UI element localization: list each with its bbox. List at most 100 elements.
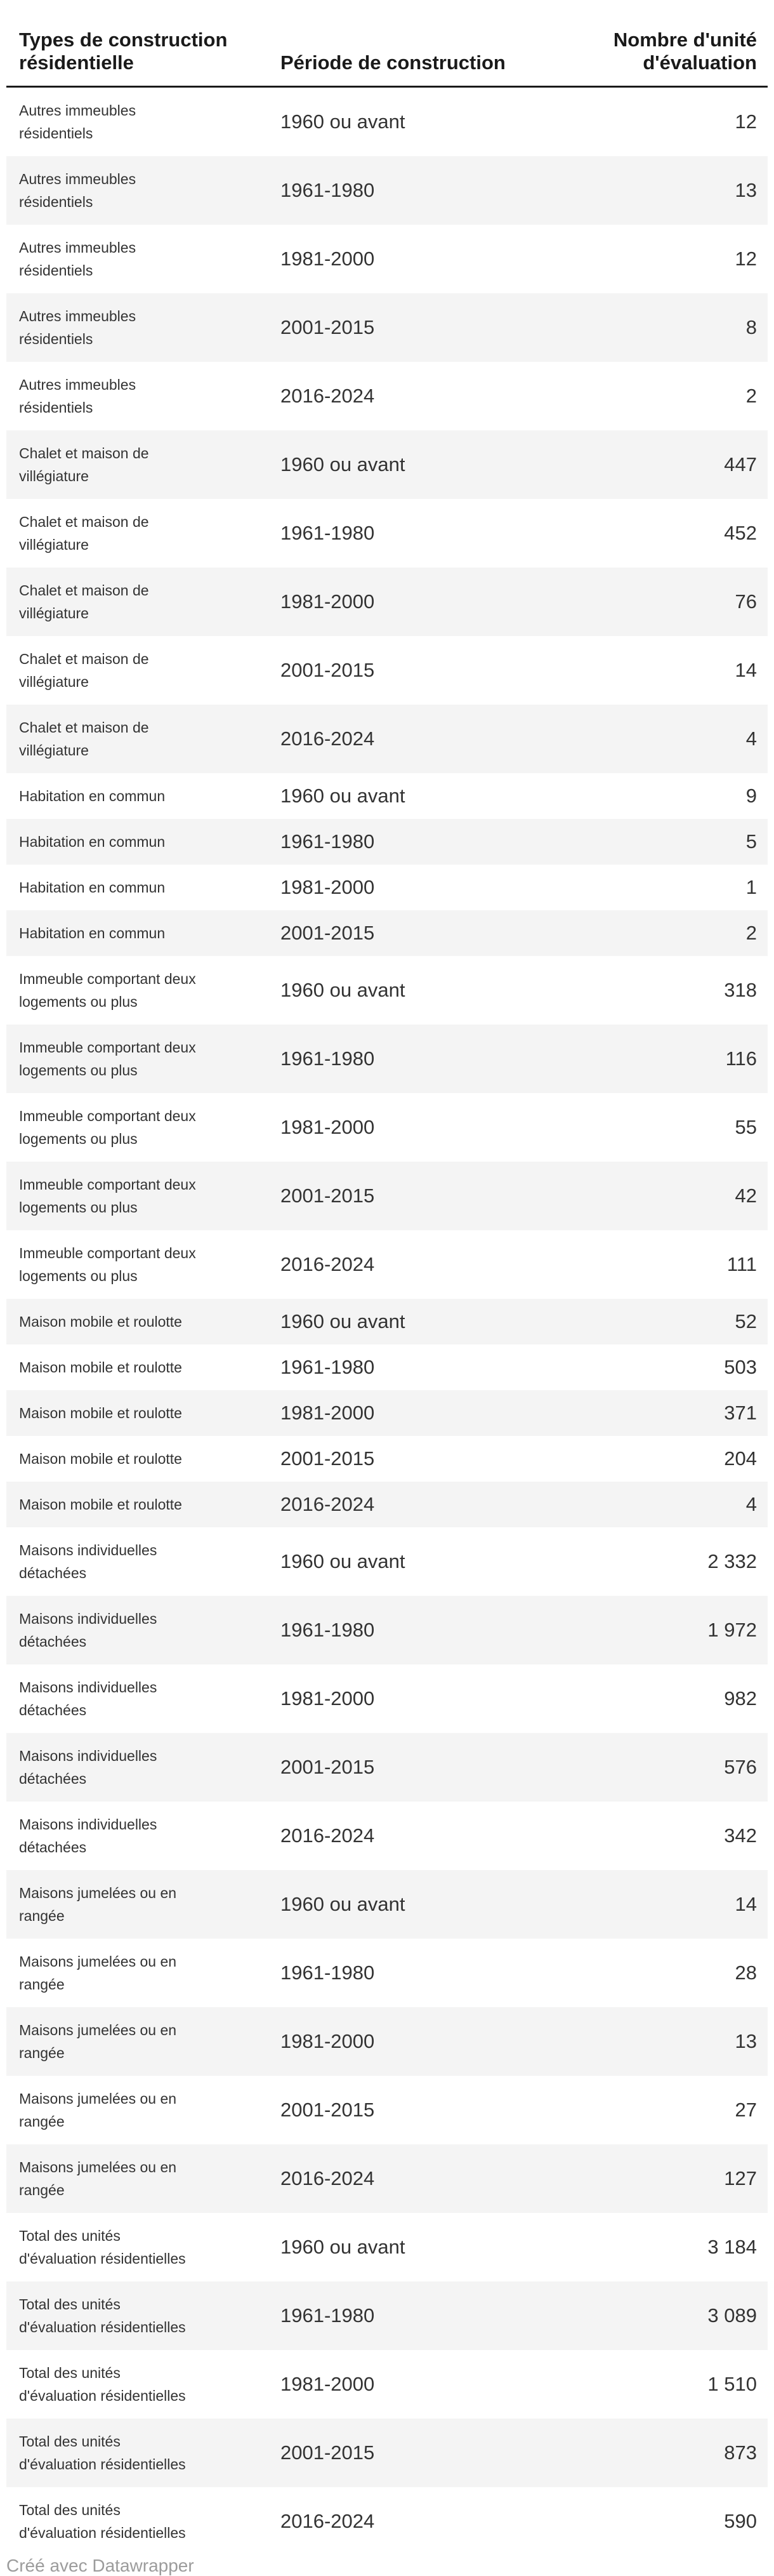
column-header-period: Période de construction [280, 51, 506, 74]
period-cell: 2001-2015 [280, 2441, 375, 2464]
type-cell: Autres immeubles résidentiels [19, 102, 136, 142]
period-cell: 1981-2000 [280, 1402, 375, 1424]
count-cell: 503 [724, 1356, 757, 1378]
count-cell: 3 089 [707, 2304, 757, 2327]
table-row: Maisons individuelles détachées 2001-2015… [6, 1733, 768, 1802]
count-cell: 447 [724, 453, 757, 475]
period-cell: 1961-1980 [280, 2304, 375, 2327]
count-cell: 590 [724, 2510, 757, 2532]
period-cell: 1960 ou avant [280, 1893, 405, 1915]
count-cell: 318 [724, 979, 757, 1001]
count-cell: 1 972 [707, 1619, 757, 1641]
type-cell: Maison mobile et roulotte [19, 1359, 182, 1376]
table-row: Habitation en commun 1960 ou avant 9 [6, 773, 768, 819]
data-table: Types de construction résidentielle Péri… [6, 0, 768, 2556]
count-cell: 8 [745, 316, 757, 338]
type-cell: Maisons jumelées ou en rangée [19, 2159, 177, 2198]
count-cell: 576 [724, 1756, 757, 1778]
type-cell: Maison mobile et roulotte [19, 1451, 182, 1467]
period-cell: 1981-2000 [280, 590, 375, 613]
period-cell: 1961-1980 [280, 830, 375, 853]
count-cell: 111 [726, 1253, 757, 1275]
count-cell: 127 [724, 2167, 757, 2189]
period-cell: 2016-2024 [280, 727, 375, 750]
type-cell: Maisons individuelles détachées [19, 1748, 157, 1787]
table-row: Maisons individuelles détachées 1981-2000… [6, 1664, 768, 1733]
table-row: Autres immeubles résidentiels 1981-2000 12 [6, 225, 768, 293]
type-cell: Maisons jumelées ou en rangée [19, 1953, 177, 1993]
period-cell: 1961-1980 [280, 1047, 375, 1070]
type-cell: Total des unités d'évaluation résidentie… [19, 2365, 186, 2404]
table-row: Chalet et maison de villégiature 1981-200… [6, 568, 768, 636]
count-cell: 42 [735, 1185, 757, 1207]
type-cell: Total des unités d'évaluation résidentie… [19, 2502, 186, 2541]
type-cell: Maison mobile et roulotte [19, 1405, 182, 1421]
period-cell: 1981-2000 [280, 2373, 375, 2395]
type-cell: Maisons jumelées ou en rangée [19, 2022, 177, 2061]
table-row: Chalet et maison de villégiature 2016-202… [6, 705, 768, 773]
type-cell: Maisons individuelles détachées [19, 1542, 157, 1581]
type-cell: Maisons jumelées ou en rangée [19, 2090, 177, 2130]
table-row: Immeuble comportant deux logements ou pl… [6, 1230, 768, 1299]
type-cell: Immeuble comportant deux logements ou pl… [19, 971, 196, 1010]
count-cell: 14 [735, 659, 757, 681]
period-cell: 1960 ou avant [280, 453, 405, 475]
count-cell: 2 [745, 922, 757, 944]
table-row: Immeuble comportant deux logements ou pl… [6, 1093, 768, 1162]
period-cell: 1960 ou avant [280, 979, 405, 1001]
count-cell: 12 [735, 248, 757, 270]
period-cell: 2016-2024 [280, 1493, 375, 1515]
table-row: Autres immeubles résidentiels 2016-2024 2 [6, 362, 768, 430]
type-cell: Habitation en commun [19, 833, 166, 850]
type-cell: Maisons jumelées ou en rangée [19, 1885, 177, 1924]
count-cell: 371 [724, 1402, 757, 1424]
count-cell: 2 332 [707, 1550, 757, 1572]
type-cell: Immeuble comportant deux logements ou pl… [19, 1245, 196, 1284]
count-cell: 13 [735, 2030, 757, 2052]
type-cell: Immeuble comportant deux logements ou pl… [19, 1108, 196, 1147]
type-cell: Maisons individuelles détachées [19, 1679, 157, 1718]
table-row: Total des unités d'évaluation résidentie… [6, 2213, 768, 2281]
period-cell: 1960 ou avant [280, 110, 405, 133]
table-row: Chalet et maison de villégiature 1960 ou … [6, 430, 768, 499]
period-cell: 1960 ou avant [280, 2236, 405, 2258]
period-cell: 1961-1980 [280, 179, 375, 201]
type-cell: Maisons individuelles détachées [19, 1610, 157, 1650]
table-row: Maisons jumelées ou en rangée 2001-2015 27 [6, 2076, 768, 2144]
type-cell: Immeuble comportant deux logements ou pl… [19, 1176, 196, 1216]
type-cell: Chalet et maison de villégiature [19, 514, 149, 553]
type-cell: Chalet et maison de villégiature [19, 651, 149, 690]
count-cell: 1 [745, 876, 757, 898]
type-cell: Autres immeubles résidentiels [19, 239, 136, 279]
column-header-type: Types de construction résidentielle [19, 29, 228, 74]
type-cell: Immeuble comportant deux logements ou pl… [19, 1039, 196, 1079]
table-row: Immeuble comportant deux logements ou pl… [6, 956, 768, 1025]
count-cell: 873 [724, 2441, 757, 2464]
count-cell: 27 [735, 2099, 757, 2121]
period-cell: 1981-2000 [280, 1116, 375, 1138]
count-cell: 55 [735, 1116, 757, 1138]
count-cell: 452 [724, 522, 757, 544]
period-cell: 1981-2000 [280, 876, 375, 898]
period-cell: 1960 ou avant [280, 785, 405, 807]
period-cell: 2016-2024 [280, 2510, 375, 2532]
type-cell: Habitation en commun [19, 788, 166, 804]
period-cell: 2016-2024 [280, 385, 375, 407]
count-cell: 4 [745, 1493, 757, 1515]
datawrapper-credit-link[interactable]: Créé avec Datawrapper [6, 2556, 194, 2575]
table-row: Total des unités d'évaluation résidentie… [6, 2487, 768, 2556]
count-cell: 13 [735, 179, 757, 201]
table-body: Autres immeubles résidentiels 1960 ou ava… [6, 88, 768, 2556]
count-cell: 1 510 [707, 2373, 757, 2395]
table-row: Maisons jumelées ou en rangée 2016-2024 12… [6, 2144, 768, 2213]
type-cell: Autres immeubles résidentiels [19, 308, 136, 347]
period-cell: 1981-2000 [280, 1687, 375, 1710]
type-cell: Habitation en commun [19, 925, 166, 941]
table-row: Immeuble comportant deux logements ou pl… [6, 1025, 768, 1093]
type-cell: Maison mobile et roulotte [19, 1313, 182, 1330]
count-cell: 12 [735, 110, 757, 133]
table-row: Chalet et maison de villégiature 1961-198… [6, 499, 768, 568]
count-cell: 28 [735, 1962, 757, 1984]
table-header-row: Types de construction résidentielle Péri… [6, 0, 768, 88]
